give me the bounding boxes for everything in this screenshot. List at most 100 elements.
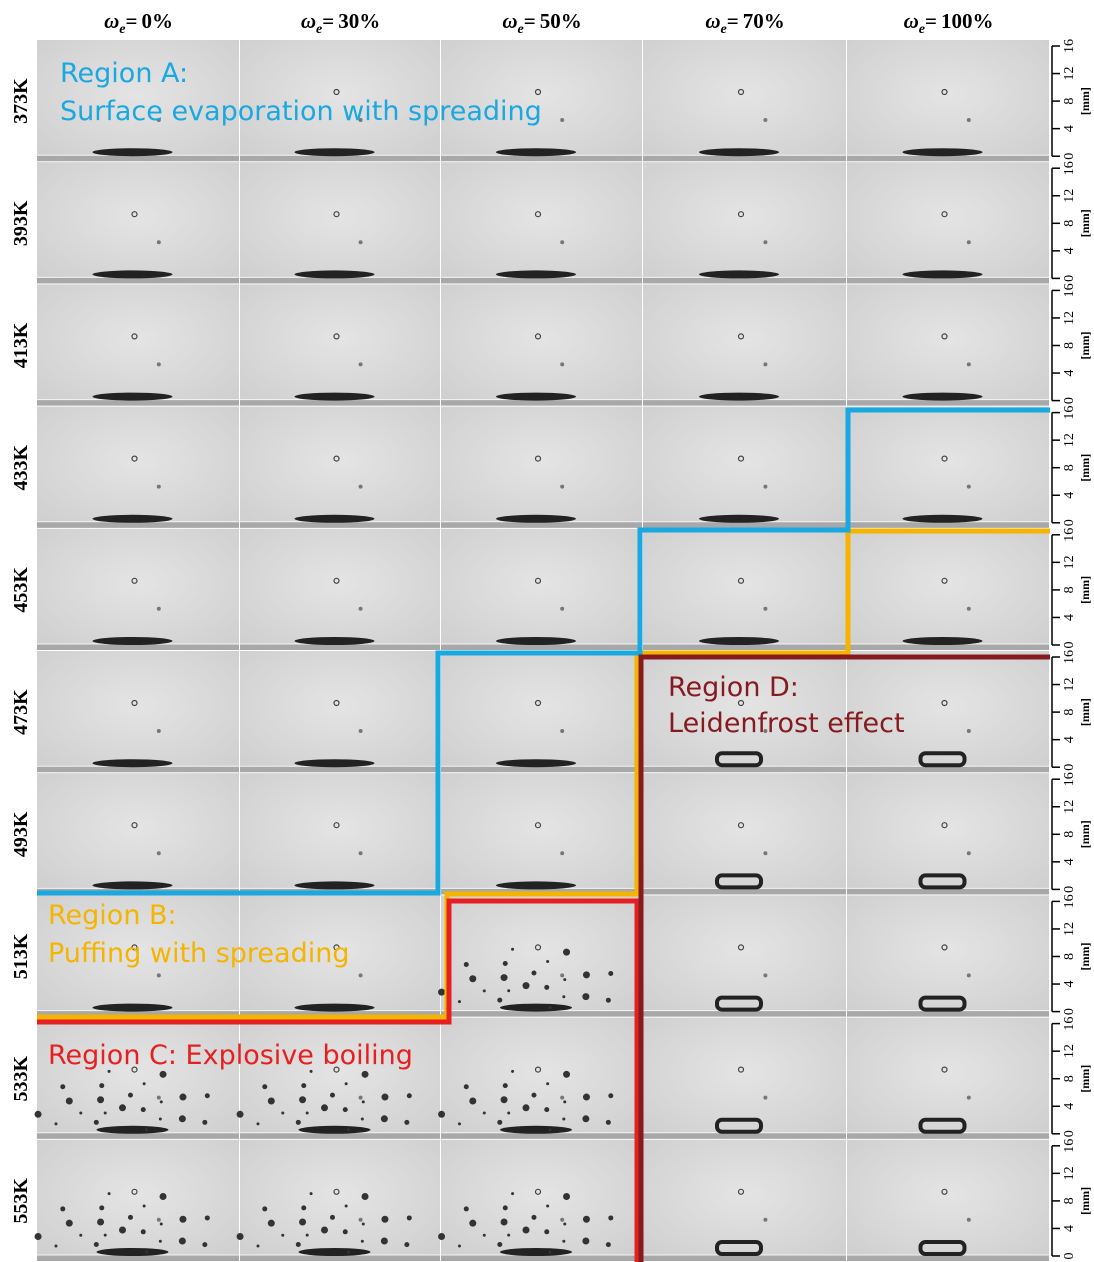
scale-tick-label: 0 <box>1062 153 1077 160</box>
scale-tick-label: 0 <box>1062 1130 1077 1137</box>
scale-tick-label: 4 <box>1062 981 1077 988</box>
photo <box>237 1018 440 1139</box>
droplet <box>699 515 779 523</box>
photo <box>438 1140 642 1261</box>
splash <box>563 1193 570 1200</box>
splash <box>128 1093 133 1098</box>
photo <box>643 407 846 528</box>
photo-background <box>37 529 239 650</box>
splash <box>381 1216 388 1223</box>
speck <box>560 118 564 122</box>
splash <box>301 1083 306 1088</box>
scale-tick-label: 4 <box>1062 492 1077 499</box>
splash <box>438 1233 445 1240</box>
splash <box>501 1096 508 1103</box>
region-title: Region B: <box>48 900 177 931</box>
region-description: Leidenfrost effect <box>668 708 905 739</box>
photo <box>847 162 1049 283</box>
photo-background <box>643 40 846 161</box>
scale-tick-label: 0 <box>1062 275 1077 282</box>
photo-background <box>643 407 846 528</box>
splash <box>66 1097 73 1104</box>
splash <box>94 1242 99 1247</box>
droplet <box>699 270 779 278</box>
splash <box>523 982 530 989</box>
photo <box>643 1140 846 1261</box>
scale-unit: [mm] <box>1078 943 1092 971</box>
splash <box>458 1245 461 1248</box>
droplet <box>93 515 173 523</box>
splash <box>296 1242 301 1247</box>
splash <box>104 1234 107 1237</box>
scale-tick-label: 16 <box>1062 1139 1077 1153</box>
photo <box>643 40 846 161</box>
splash <box>582 1115 589 1122</box>
splash <box>299 1218 306 1225</box>
droplet <box>299 1248 371 1256</box>
scale-tick-label: 4 <box>1062 370 1077 377</box>
droplet <box>295 270 375 278</box>
splash <box>345 1082 348 1085</box>
column-header: ωe=50% <box>502 9 581 37</box>
splash <box>145 1128 148 1131</box>
photo-background <box>847 162 1049 283</box>
splash <box>179 1216 186 1223</box>
omega: ω <box>301 9 316 33</box>
photo-background <box>37 284 239 405</box>
splash <box>563 1100 566 1103</box>
speck <box>763 1096 767 1100</box>
splash <box>143 1204 146 1207</box>
speck <box>763 240 767 244</box>
photo-background <box>643 162 846 283</box>
scale-tick-label: 12 <box>1062 67 1077 81</box>
scale-tick-label: 0 <box>1062 642 1077 649</box>
photo <box>847 529 1049 650</box>
region-description: Surface evaporation with spreading <box>60 96 542 127</box>
splash <box>99 1205 104 1210</box>
splash <box>608 1215 613 1220</box>
photo-background <box>240 773 440 894</box>
splash <box>469 975 476 982</box>
scale-tick-label: 16 <box>1062 650 1077 664</box>
splash <box>583 1216 590 1223</box>
photo <box>35 1140 239 1261</box>
photo-background <box>240 1018 440 1139</box>
speck <box>560 973 564 977</box>
speck <box>967 1218 971 1222</box>
speck <box>157 973 161 977</box>
droplet <box>903 637 983 645</box>
splash <box>497 1242 502 1247</box>
splash <box>531 970 536 975</box>
splash <box>104 1111 107 1114</box>
splash <box>347 1128 350 1131</box>
splash <box>608 1093 613 1098</box>
photo <box>847 1140 1049 1261</box>
photo-background <box>37 1018 239 1139</box>
photo <box>240 284 440 405</box>
splash <box>179 1238 186 1245</box>
droplet <box>93 759 173 767</box>
speck <box>359 240 363 244</box>
scale-tick-label: 0 <box>1062 1008 1077 1015</box>
splash <box>281 1112 284 1115</box>
droplet <box>295 1004 375 1012</box>
photo-background <box>441 529 642 650</box>
speck <box>967 973 971 977</box>
column-header: ωe=70% <box>705 9 784 37</box>
splash <box>404 1242 409 1247</box>
splash <box>256 1245 259 1248</box>
scale-tick-label: 12 <box>1062 433 1077 447</box>
splash <box>205 1093 210 1098</box>
photo <box>438 1018 642 1139</box>
speck <box>157 240 161 244</box>
splash <box>159 1240 162 1243</box>
splash <box>119 1104 126 1111</box>
splash <box>503 1083 508 1088</box>
speck <box>763 362 767 366</box>
fraction: 0% <box>141 9 173 33</box>
splash <box>299 1096 306 1103</box>
splash <box>66 1220 73 1227</box>
droplet <box>496 393 576 401</box>
column-header: ωe=0% <box>104 9 173 37</box>
splash <box>563 978 566 981</box>
